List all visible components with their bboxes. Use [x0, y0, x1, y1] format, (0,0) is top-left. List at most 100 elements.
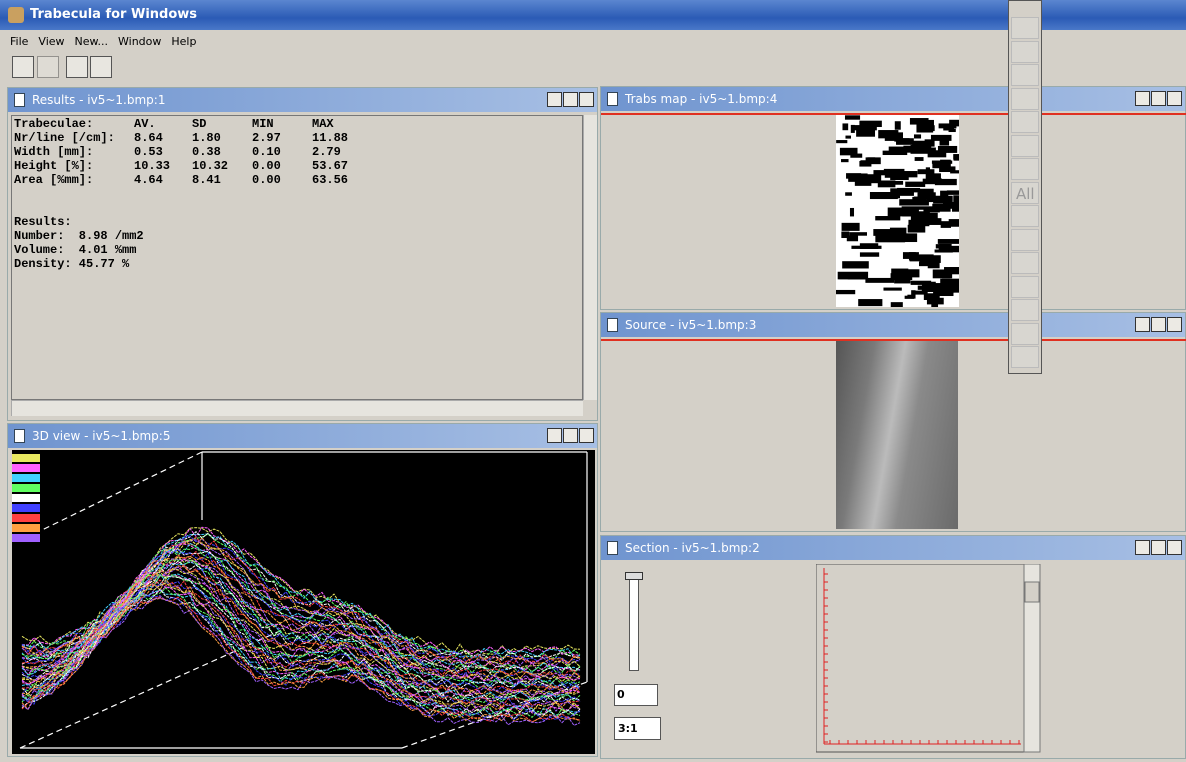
trabecula [873, 170, 889, 176]
trabecula [916, 123, 934, 133]
close-button[interactable] [1167, 91, 1182, 106]
trabecula [942, 201, 959, 209]
value-cell: 10.33 [134, 159, 171, 173]
value-cell: 8.41 [192, 173, 221, 187]
trabecula [905, 181, 926, 187]
close-button[interactable] [579, 92, 594, 107]
legend-swatch [12, 464, 40, 472]
app-title: Trabecula for Windows [30, 7, 198, 22]
trabecula [881, 180, 904, 185]
value-cell: 11.88 [312, 131, 349, 145]
trabecula [949, 119, 959, 127]
trabecula [894, 138, 910, 142]
value-cell: 4.64 [134, 173, 163, 187]
slider-thumb[interactable] [625, 572, 643, 580]
tool-button[interactable] [1011, 228, 1039, 251]
legend-swatch [12, 454, 40, 462]
legend-swatch [12, 514, 40, 522]
tool-button[interactable] [1011, 275, 1039, 298]
trabecula [924, 119, 934, 127]
tool-button[interactable] [1011, 40, 1039, 63]
close-button[interactable] [1167, 540, 1182, 555]
trabecula [939, 166, 956, 173]
view-button[interactable] [90, 56, 112, 78]
trabecula [940, 159, 951, 169]
tool-palette: All [1008, 0, 1042, 374]
trabecula [940, 221, 951, 228]
minimize-button[interactable] [547, 428, 562, 443]
menu-item[interactable]: View [38, 35, 65, 48]
close-button[interactable] [579, 428, 594, 443]
trabecula [925, 173, 941, 181]
print-button[interactable] [66, 56, 88, 78]
spin-box[interactable]: 0 [614, 684, 658, 706]
maximize-button[interactable] [563, 428, 578, 443]
maximize-button[interactable] [563, 92, 578, 107]
zoom-combo[interactable]: 3:1 [614, 717, 661, 740]
minimize-button[interactable] [1135, 91, 1150, 106]
trabecula [948, 219, 959, 227]
3d-view-window[interactable]: 3D view - iv5~1.bmp:5 [7, 423, 598, 757]
trabecula [953, 154, 959, 160]
tool-button[interactable] [1011, 346, 1039, 368]
close-button[interactable] [1167, 317, 1182, 332]
menu-item[interactable]: New... [74, 35, 109, 48]
doc-icon [607, 92, 618, 106]
slider-track[interactable] [629, 576, 639, 671]
tool-button[interactable] [1011, 134, 1039, 157]
vertical-scrollbar[interactable] [583, 115, 597, 400]
tool-button[interactable] [1011, 111, 1039, 133]
value-cell: 0.38 [192, 145, 221, 159]
trabecula [849, 207, 855, 217]
open-button[interactable] [12, 56, 34, 78]
trabecula [859, 160, 872, 167]
trabecula [859, 174, 882, 184]
tool-button[interactable]: All [1011, 181, 1039, 204]
trabecula [933, 195, 953, 204]
trabecula [841, 222, 860, 231]
section-window[interactable]: 0 3:1 Section - iv5~1.bmp:2 [600, 535, 1186, 759]
tool-button[interactable] [1011, 158, 1039, 180]
surface-line [21, 568, 581, 699]
menu-item[interactable]: File [10, 35, 29, 48]
horizontal-scrollbar[interactable] [11, 400, 583, 416]
trabs-map-window[interactable]: Trabs map - iv5~1.bmp:4 [600, 86, 1186, 310]
source-window[interactable]: Source - iv5~1.bmp:3 [600, 312, 1186, 532]
tool-button[interactable] [1011, 87, 1039, 110]
minimize-button[interactable] [1135, 317, 1150, 332]
3d-plot [12, 450, 595, 754]
surface-line [21, 550, 581, 679]
tool-button[interactable] [1011, 299, 1039, 321]
surface-line [21, 582, 581, 713]
menu-item[interactable]: Help [171, 35, 197, 48]
tool-button[interactable] [1011, 205, 1039, 227]
tool-button[interactable] [1011, 17, 1039, 39]
menu-item[interactable]: Window [118, 35, 162, 48]
maximize-button[interactable] [1151, 540, 1166, 555]
trabecula [904, 295, 915, 299]
maximize-button[interactable] [1151, 317, 1166, 332]
tool-button[interactable] [1011, 322, 1039, 345]
tool-button[interactable] [1011, 64, 1039, 86]
trabecula [887, 207, 919, 217]
surface-line [21, 587, 581, 719]
trabecula [859, 120, 882, 128]
legend-swatch [12, 494, 40, 502]
trabecula [912, 140, 926, 148]
value-cell: 2.97 [252, 131, 281, 145]
minimize-button[interactable] [547, 92, 562, 107]
results-window[interactable]: Trabeculae: AV. SD MIN MAX Nr/line [/cm]: 8.64… [7, 87, 598, 421]
legend-swatch [12, 524, 40, 532]
window-title: Results - iv5~1.bmp:1 [32, 93, 166, 107]
tool-button[interactable] [1011, 252, 1039, 274]
maximize-button[interactable] [1151, 91, 1166, 106]
trabecula [890, 171, 909, 181]
minimize-button[interactable] [1135, 540, 1150, 555]
trabecula [924, 139, 935, 147]
surface-line [21, 539, 581, 667]
trabecula [910, 213, 924, 221]
trabecula [888, 146, 915, 153]
doc-icon [14, 429, 25, 443]
save-button[interactable] [37, 56, 59, 78]
